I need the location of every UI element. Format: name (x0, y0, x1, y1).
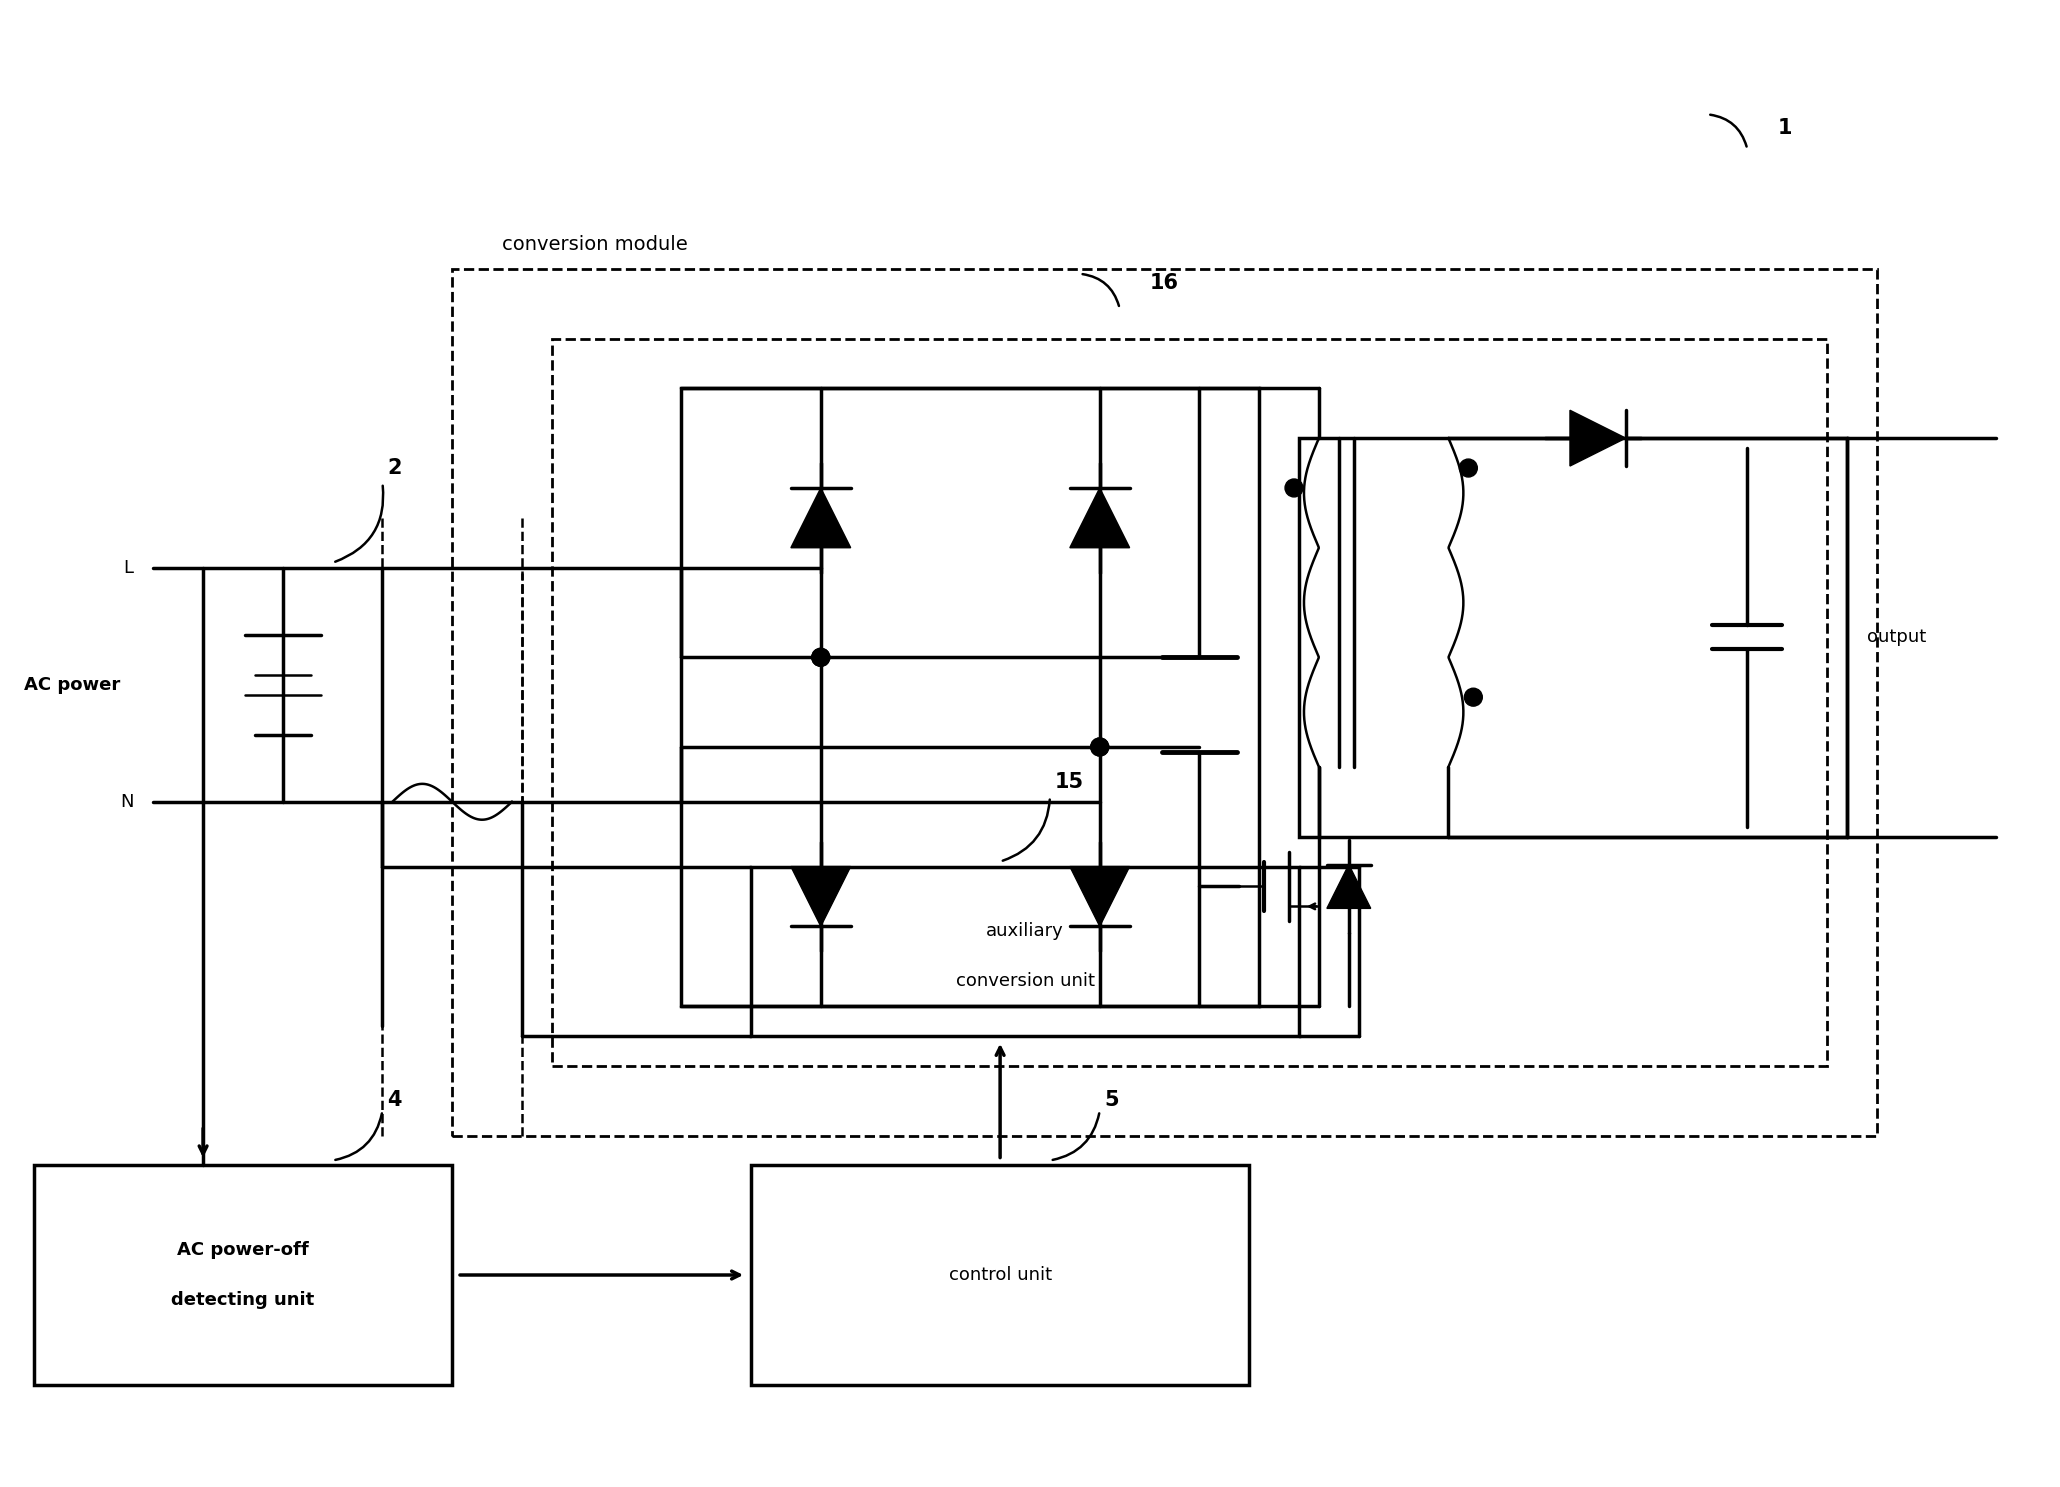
Polygon shape (1570, 410, 1625, 465)
Bar (552, 339, 1827, 1066)
Text: 15: 15 (1055, 772, 1084, 791)
Text: 16: 16 (1149, 272, 1178, 293)
Text: control unit: control unit (948, 1265, 1053, 1283)
Text: conversion unit: conversion unit (956, 972, 1094, 990)
Bar (1300, 439, 1848, 837)
Text: 4: 4 (387, 1090, 402, 1109)
Polygon shape (1327, 864, 1370, 909)
Polygon shape (1069, 488, 1129, 547)
Bar (33, 1166, 451, 1384)
Text: L: L (124, 559, 134, 577)
Text: AC power: AC power (25, 675, 119, 694)
Text: AC power-off: AC power-off (177, 1242, 309, 1259)
Polygon shape (1069, 867, 1129, 926)
Circle shape (1092, 738, 1108, 755)
Circle shape (812, 648, 830, 666)
Text: output: output (1866, 629, 1926, 647)
Circle shape (1458, 459, 1477, 477)
Text: conversion module: conversion module (503, 235, 688, 254)
Bar (752, 867, 1300, 1036)
Circle shape (812, 648, 830, 666)
Bar (682, 388, 1259, 1007)
Text: 1: 1 (1778, 119, 1792, 138)
Text: N: N (119, 793, 134, 810)
Text: detecting unit: detecting unit (171, 1291, 315, 1309)
Text: auxiliary: auxiliary (987, 922, 1063, 940)
Text: 5: 5 (1104, 1090, 1119, 1109)
Bar (752, 1166, 1248, 1384)
Circle shape (1092, 738, 1108, 755)
Circle shape (1465, 688, 1483, 706)
Bar (451, 269, 1877, 1136)
Text: 2: 2 (387, 458, 402, 477)
Circle shape (1285, 479, 1304, 497)
Polygon shape (791, 867, 851, 926)
Polygon shape (791, 488, 851, 547)
